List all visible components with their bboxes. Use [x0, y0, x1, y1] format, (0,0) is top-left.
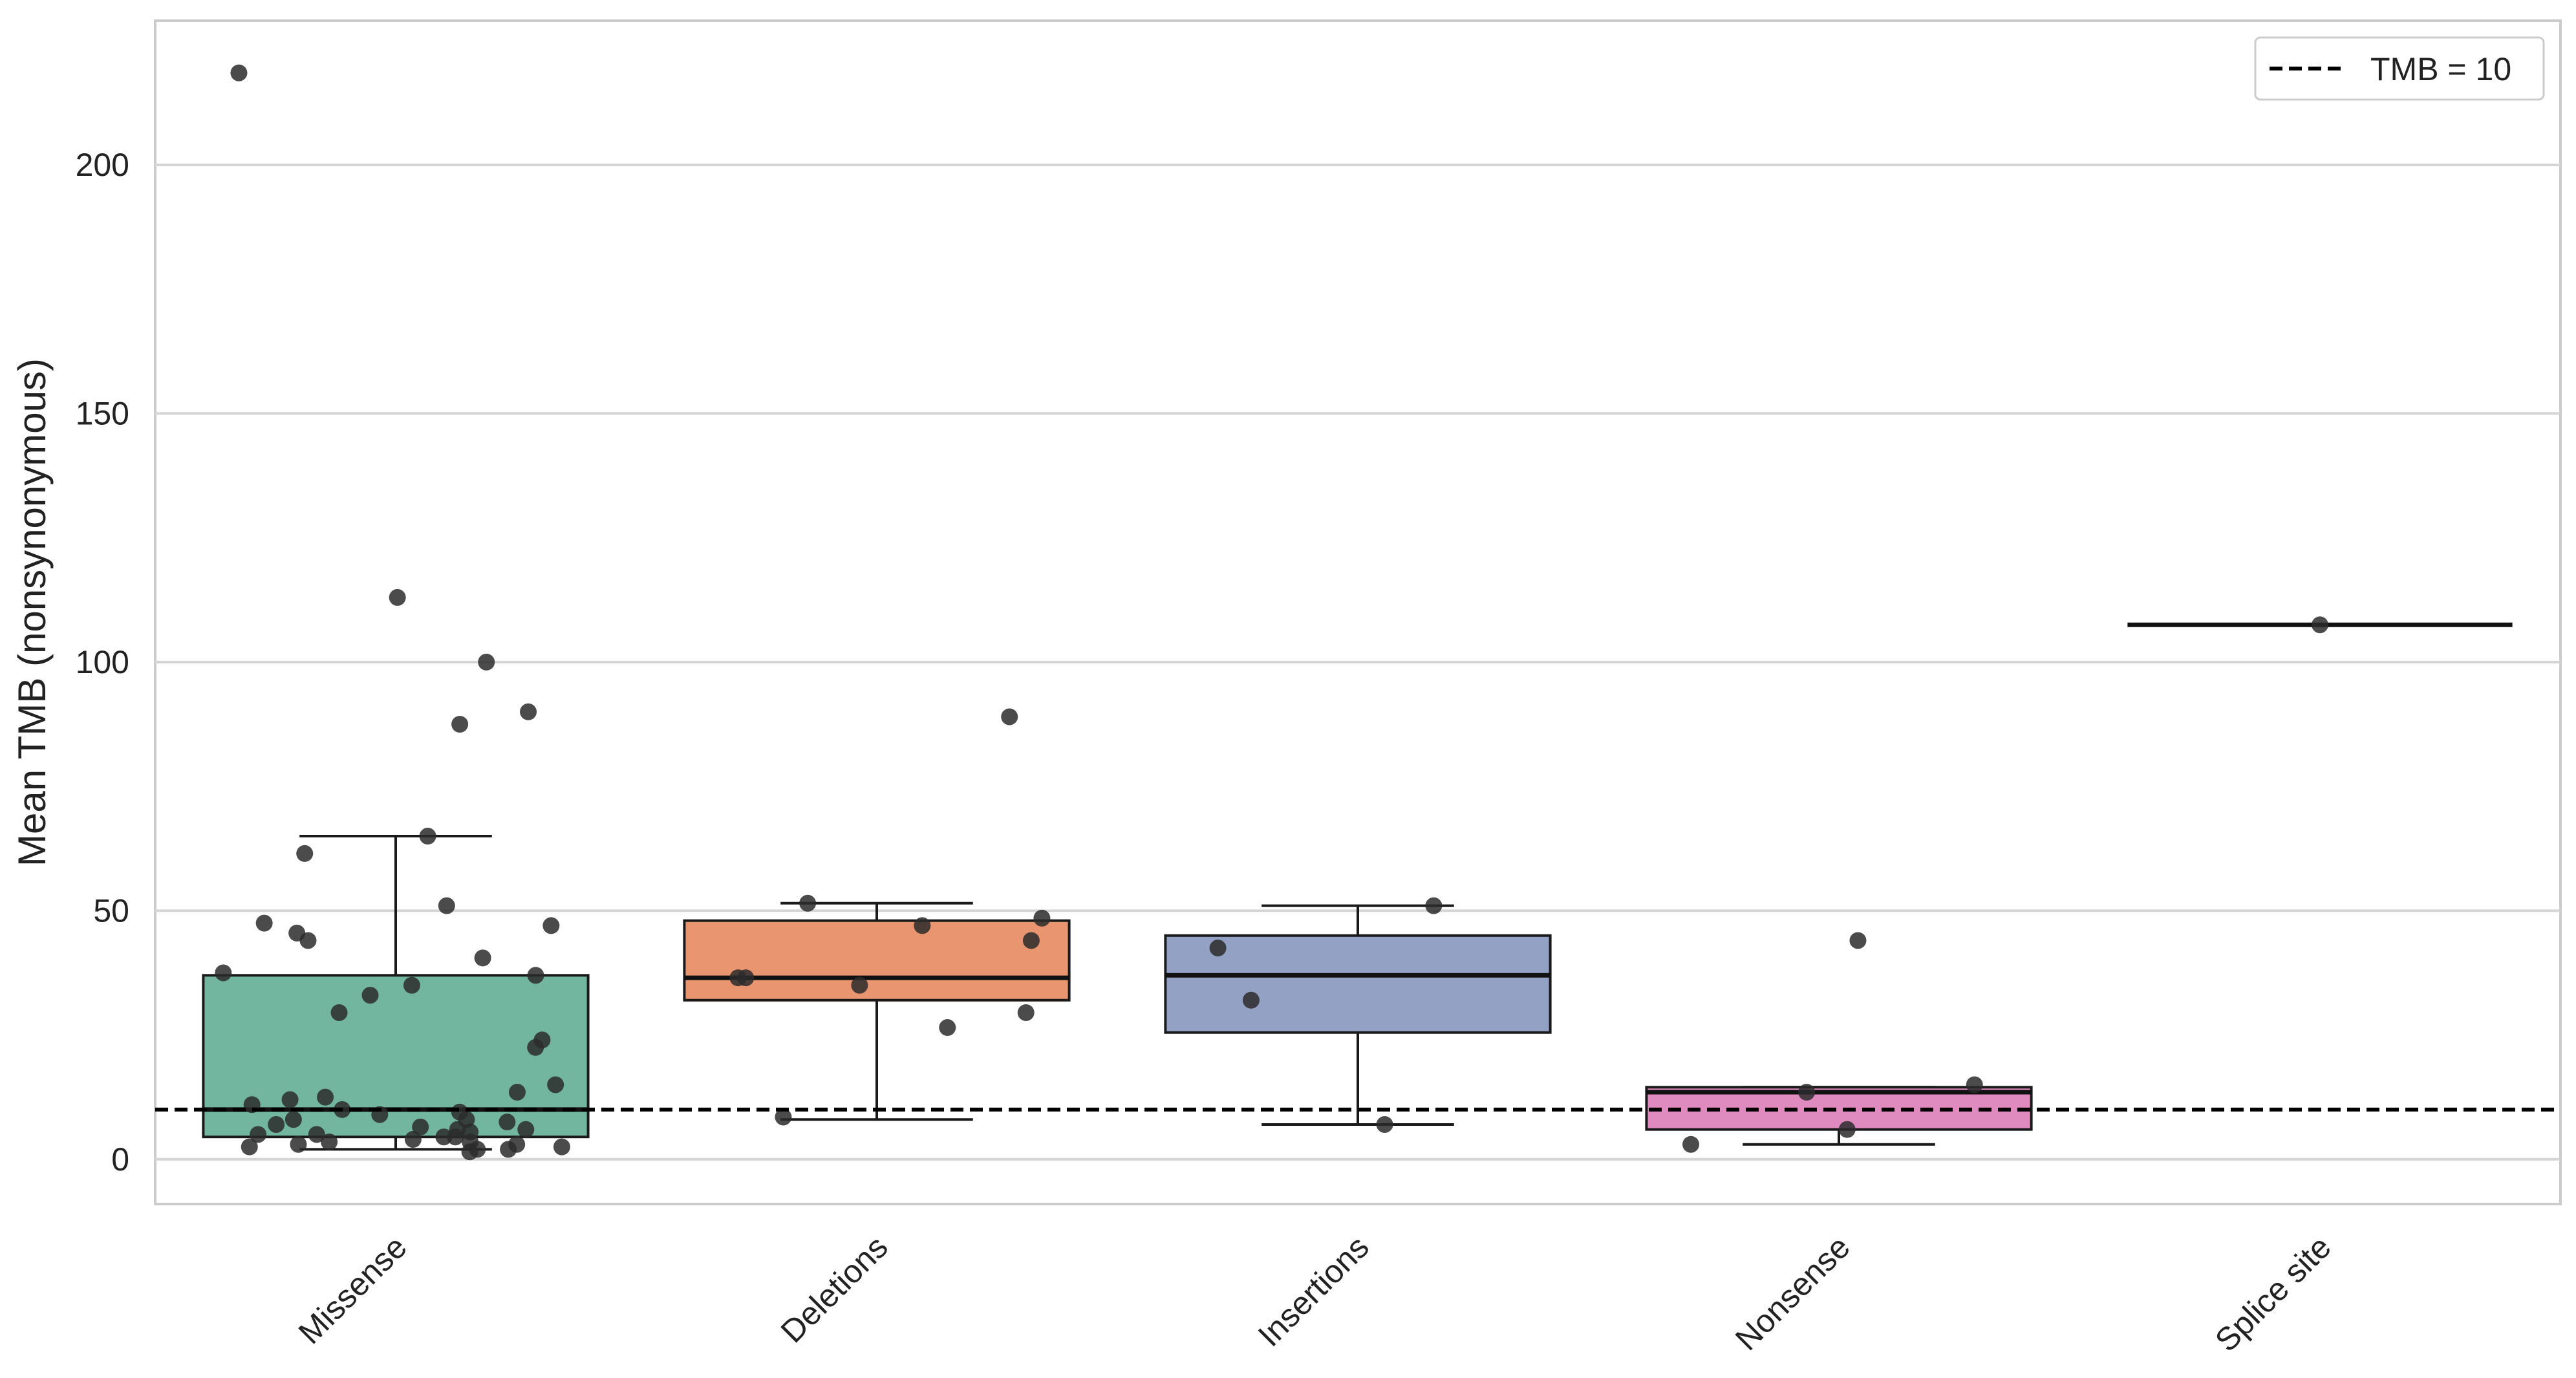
data-point-deletions-0	[1001, 708, 1018, 726]
x-tick-labels: Missense Deletions Insertions Nonsense Splic…	[292, 1229, 2338, 1359]
data-point-missense-34	[447, 1128, 464, 1146]
data-point-nonsense-4	[1682, 1136, 1700, 1153]
data-point-nonsense-0	[1849, 932, 1867, 949]
data-point-missense-45	[284, 1111, 302, 1128]
data-point-missense-15	[403, 976, 420, 994]
data-point-missense-12	[474, 949, 491, 967]
data-point-missense-47	[553, 1138, 570, 1156]
legend: TMB = 10	[2254, 36, 2545, 101]
x-tick-label-missense: Missense	[292, 1229, 414, 1351]
data-point-splice-site-0	[2312, 616, 2328, 634]
data-point-missense-5	[419, 828, 436, 845]
data-point-missense-48	[321, 1133, 338, 1150]
iqr-box-insertions	[1164, 934, 1552, 1034]
iqr-box-missense	[202, 974, 590, 1139]
data-point-missense-3	[451, 716, 469, 733]
data-point-deletions-6	[729, 969, 747, 987]
data-point-deletions-9	[939, 1019, 956, 1037]
y-tick-label-0: 0	[111, 1141, 129, 1178]
data-point-missense-8	[542, 917, 560, 934]
legend-box	[2254, 36, 2545, 101]
x-tick-label-splice-site: Splice site	[2208, 1229, 2338, 1359]
data-point-missense-43	[435, 1128, 453, 1146]
data-point-deletions-3	[914, 917, 931, 934]
data-point-missense-7	[438, 897, 455, 914]
iqr-box-deletions	[683, 919, 1071, 1002]
data-point-nonsense-3	[1838, 1121, 1856, 1138]
data-point-missense-20	[547, 1076, 564, 1093]
data-point-missense-37	[290, 1136, 307, 1153]
y-tick-label-200: 200	[76, 147, 129, 183]
data-point-missense-6	[296, 845, 314, 862]
data-point-missense-35	[404, 1131, 422, 1148]
data-point-missense-41	[461, 1143, 478, 1161]
y-axis-label: Mean TMB (nonsynonymous)	[10, 358, 54, 867]
data-point-missense-23	[281, 1091, 299, 1108]
data-point-deletions-10	[775, 1108, 792, 1126]
data-point-missense-11	[299, 932, 317, 949]
data-point-missense-13	[215, 964, 232, 982]
data-point-missense-28	[499, 1114, 516, 1131]
data-point-nonsense-2	[1798, 1083, 1816, 1101]
y-tick-label-150: 150	[76, 395, 129, 431]
data-point-deletions-1	[799, 894, 817, 912]
data-point-missense-4	[520, 703, 537, 720]
data-point-missense-0	[230, 64, 248, 81]
y-tick-labels: 0 50 100 150 200	[76, 147, 129, 1178]
point-layer	[215, 64, 2328, 1161]
box-insertions	[1164, 904, 1552, 1126]
data-point-deletions-8	[1017, 1004, 1035, 1021]
data-point-missense-49	[308, 1126, 325, 1143]
data-point-insertions-1	[1209, 940, 1227, 957]
data-point-missense-44	[517, 1121, 535, 1138]
box-deletions	[683, 901, 1071, 1121]
data-point-missense-19	[527, 1039, 544, 1056]
data-point-missense-2	[478, 653, 495, 671]
data-point-missense-1	[389, 588, 406, 606]
data-point-insertions-3	[1376, 1115, 1393, 1133]
data-point-insertions-2	[1242, 991, 1260, 1009]
y-tick-label-50: 50	[93, 892, 129, 929]
data-point-missense-33	[250, 1126, 267, 1143]
data-point-missense-29	[268, 1115, 285, 1133]
x-tick-label-nonsense: Nonsense	[1728, 1229, 1857, 1357]
data-point-missense-9	[255, 914, 273, 932]
data-point-nonsense-1	[1966, 1076, 1983, 1093]
legend-entry-label: TMB = 10	[2370, 51, 2511, 87]
data-point-deletions-7	[851, 976, 868, 994]
x-tick-label-deletions: Deletions	[774, 1229, 895, 1350]
data-point-missense-21	[317, 1088, 334, 1106]
x-tick-label-insertions: Insertions	[1251, 1229, 1376, 1353]
data-point-missense-30	[412, 1118, 429, 1136]
data-point-missense-17	[330, 1004, 348, 1021]
data-point-insertions-0	[1425, 897, 1443, 914]
data-point-missense-42	[508, 1136, 526, 1153]
data-point-deletions-4	[1022, 932, 1040, 949]
data-point-missense-38	[241, 1138, 258, 1156]
y-tick-label-100: 100	[76, 644, 129, 680]
data-point-deletions-2	[1033, 909, 1051, 927]
data-point-missense-14	[527, 967, 544, 984]
data-point-missense-22	[508, 1083, 526, 1101]
data-point-missense-16	[361, 987, 379, 1004]
